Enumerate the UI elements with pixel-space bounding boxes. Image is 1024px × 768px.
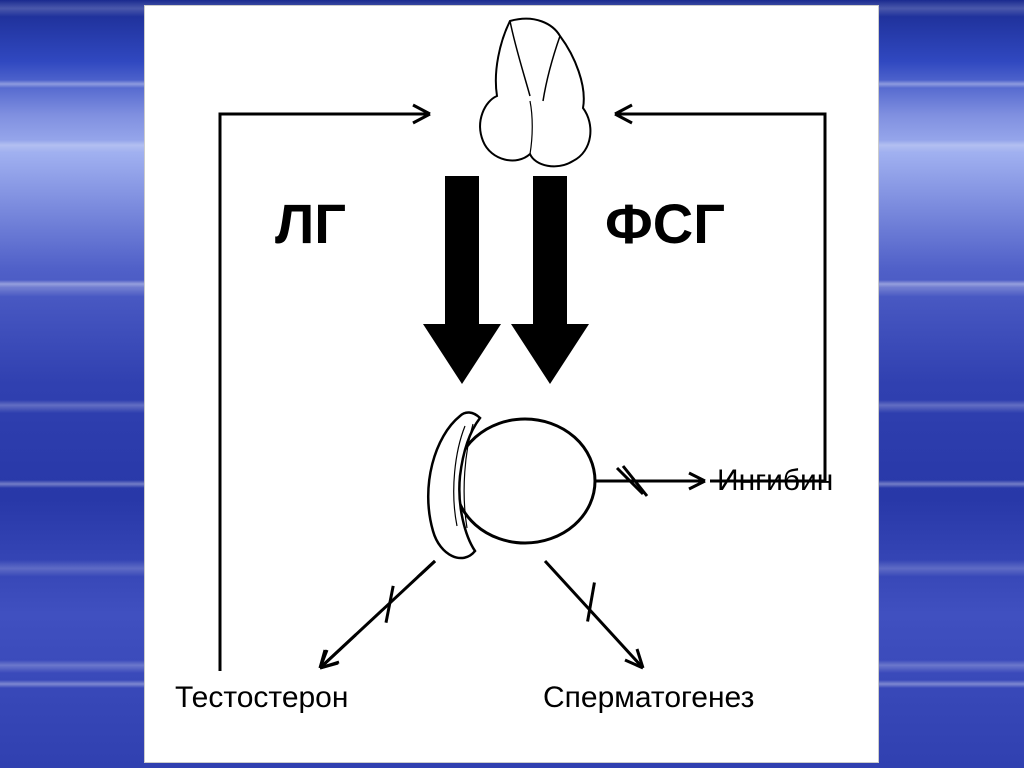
testosterone-label: Тестостерон: [175, 681, 348, 715]
to-spermatogenesis-arrow: [545, 561, 643, 668]
spermatogenesis-label: Сперматогенез: [543, 681, 754, 715]
lg-thick-arrow: [423, 176, 501, 384]
mask2: [355, 576, 435, 636]
inhibin-label: Ингибин: [717, 464, 833, 498]
pituitary-gland-icon: [480, 19, 590, 167]
lg-label: ЛГ: [275, 191, 346, 256]
fsg-thick-arrow: [511, 176, 589, 384]
content-panel: ЛГ ФСГ Ингибин Тестостерон Сперматогенез: [145, 6, 878, 762]
feedback-right-arrow: [615, 105, 825, 490]
hormone-diagram: [145, 6, 878, 762]
testis-icon: [428, 412, 595, 558]
fsg-label: ФСГ: [605, 191, 725, 256]
